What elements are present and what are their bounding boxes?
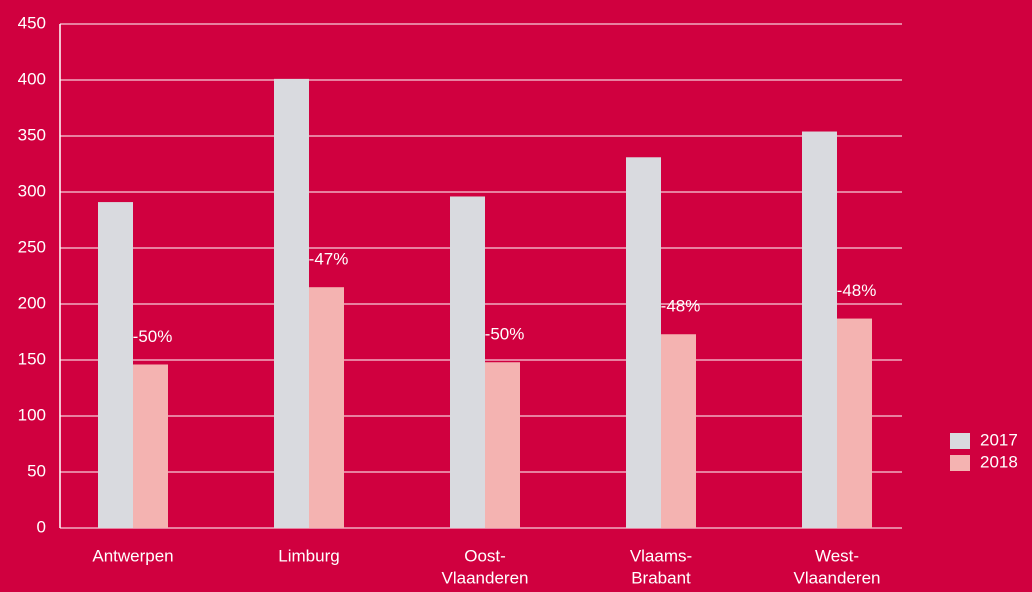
bar: [309, 287, 344, 528]
x-tick-label: Vlaanderen: [794, 568, 881, 587]
y-tick-label: 100: [18, 405, 46, 424]
bar: [98, 202, 133, 528]
annotation: -50%: [485, 325, 525, 344]
x-tick-label: Vlaams-: [630, 546, 692, 565]
y-tick-label: 200: [18, 293, 46, 312]
legend-swatch: [950, 455, 970, 471]
y-tick-label: 250: [18, 237, 46, 256]
annotation: -47%: [309, 250, 349, 269]
y-tick-label: 0: [37, 517, 46, 536]
y-tick-label: 450: [18, 13, 46, 32]
x-tick-label: Vlaanderen: [442, 568, 529, 587]
bar: [133, 364, 168, 528]
x-tick-label: Limburg: [278, 546, 339, 565]
bar: [626, 157, 661, 528]
y-tick-label: 300: [18, 181, 46, 200]
bar: [661, 334, 696, 528]
bar: [274, 78, 309, 528]
legend-label: 2018: [980, 452, 1018, 471]
bar: [450, 196, 485, 529]
x-tick-label: West-: [815, 546, 859, 565]
x-tick-label: Oost-: [464, 546, 506, 565]
y-tick-label: 400: [18, 69, 46, 88]
y-tick-label: 150: [18, 349, 46, 368]
x-tick-label: Brabant: [631, 568, 691, 587]
annotation: -50%: [133, 327, 173, 346]
x-tick-label: Antwerpen: [92, 546, 173, 565]
annotation: -48%: [837, 281, 877, 300]
legend-swatch: [950, 433, 970, 449]
annotation: -48%: [661, 297, 701, 316]
y-tick-label: 350: [18, 125, 46, 144]
bar: [802, 131, 837, 528]
legend-label: 2017: [980, 430, 1018, 449]
bar: [485, 362, 520, 528]
y-tick-label: 50: [27, 461, 46, 480]
bar: [837, 318, 872, 528]
